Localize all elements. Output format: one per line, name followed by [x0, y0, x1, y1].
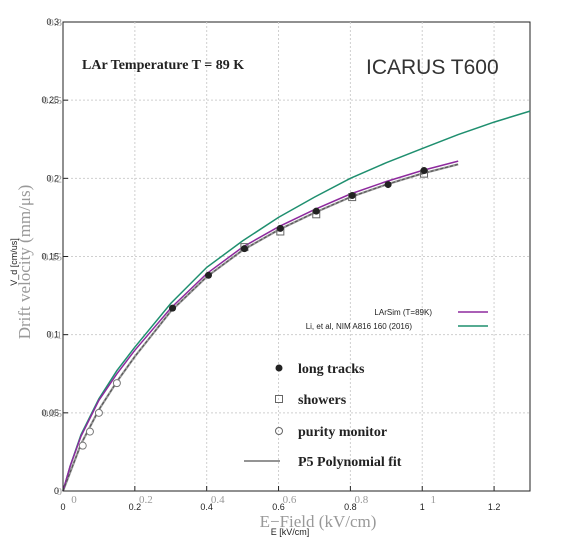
x-tick-label-b-0: 0 — [71, 494, 77, 506]
y-tick-label-b-0: 0 — [57, 486, 63, 498]
legend-marker-long-tracks — [275, 364, 283, 372]
purity-monitor-point-3 — [112, 379, 121, 388]
x-tick-label-a-3: 0.6 — [272, 502, 285, 512]
legend-label-poly: P5 Polynomial fit — [298, 455, 402, 470]
x-tick-label-a-5: 1 — [420, 502, 425, 512]
y-tick-label-a-6: 0.3 — [46, 17, 59, 27]
y-tick-label-a-2: 0.1 — [46, 330, 59, 340]
y-tick-label-b-4: 0.2 — [48, 173, 62, 185]
y-axis-label-alt: V_d [cm/us] — [9, 238, 19, 286]
x-axis-label-alt: E [kV/cm] — [271, 527, 310, 537]
series-poly-line — [62, 163, 459, 492]
long-tracks-point-7 — [420, 167, 428, 175]
x-tick-label-a-2: 0.4 — [200, 502, 213, 512]
ticks: 0 0.2 0.4 0.6 0.8 1 1.2 0 0.2 0.4 0.6 0.8 1 0 0.05 0.1 0… — [41, 17, 500, 512]
legend-label-long-tracks: long tracks — [298, 362, 365, 377]
y-tick-label-a-1: 0.05 — [41, 408, 59, 418]
purity-monitor-point-2 — [94, 408, 103, 417]
y-tick-label-b-3: 0.15 — [43, 252, 63, 264]
y-tick-label-a-5: 0.25 — [41, 95, 59, 105]
long-tracks-point-6 — [384, 181, 392, 189]
title-right: ICARUS T600 — [366, 56, 499, 79]
x-tick-label-b-1: 0.2 — [139, 494, 153, 506]
legend-label-larsim: LArSim (T=89K) — [374, 308, 432, 317]
long-tracks-point-5 — [348, 192, 356, 200]
legend-marker-showers — [275, 395, 283, 403]
x-tick-label-a-0: 0 — [60, 502, 65, 512]
legend-small: LArSim (T=89K) Li, et al, NIM A816 160 (… — [306, 308, 488, 331]
y-axis-label-main: Drift velocity (mm/μs) — [15, 185, 34, 340]
x-tick-label-b-4: 0.8 — [355, 494, 369, 506]
y-tick-label-b-6: 0.3 — [48, 17, 62, 29]
x-tick-label-a-4: 0.8 — [344, 502, 357, 512]
x-axis-label-main: E−Field (kV/cm) — [260, 512, 377, 531]
legend-label-purity-monitor: purity monitor — [298, 425, 387, 440]
y-tick-label-b-1: 0.05 — [43, 408, 63, 420]
legend-marker-purity-monitor — [275, 427, 283, 435]
y-tick-label-b-5: 0.25 — [43, 95, 63, 107]
y-tick-label-a-3: 0.15 — [41, 252, 59, 262]
x-tick-label-a-6: 1.2 — [488, 502, 501, 512]
purity-monitor-point-1 — [85, 427, 94, 436]
purity-monitor-point-0 — [78, 441, 87, 450]
x-tick-label-b-5: 1 — [430, 494, 436, 506]
long-tracks-point-4 — [312, 207, 320, 215]
y-tick-label-a-0: 0 — [54, 486, 59, 496]
grid — [63, 22, 530, 491]
legend-big: long tracks showers purity monitor P5 Po… — [244, 362, 402, 470]
x-tick-label-b-3: 0.6 — [283, 494, 297, 506]
long-tracks-point-1 — [204, 271, 212, 279]
long-tracks-point-3 — [276, 224, 284, 232]
long-tracks-point-2 — [240, 245, 248, 253]
x-tick-label-b-2: 0.4 — [211, 494, 225, 506]
long-tracks-point-0 — [169, 304, 177, 312]
legend-label-showers: showers — [298, 393, 347, 408]
markers — [78, 167, 429, 450]
x-tick-label-a-1: 0.2 — [129, 502, 142, 512]
title-left: LAr Temperature T = 89 K — [82, 58, 244, 73]
legend-label-li: Li, et al, NIM A816 160 (2016) — [306, 322, 413, 331]
y-tick-label-a-4: 0.2 — [46, 173, 59, 183]
y-tick-label-b-2: 0.1 — [48, 330, 62, 342]
